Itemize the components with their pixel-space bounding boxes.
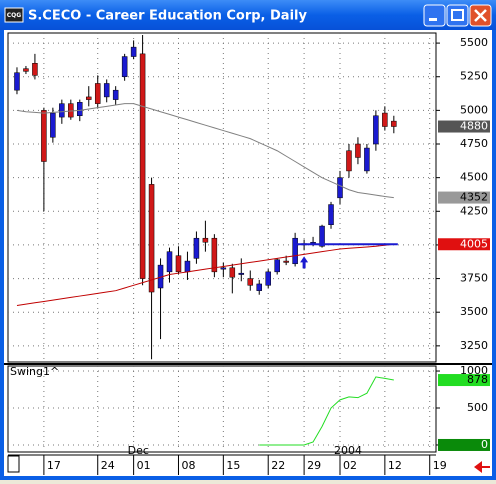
value-box: [438, 438, 490, 451]
candle-body: [202, 237, 209, 243]
candle-body: [319, 225, 325, 247]
x-tick-label: 01: [137, 459, 151, 472]
candle-body: [265, 271, 271, 286]
x-tick-label: 02: [343, 459, 357, 472]
moving-average: [16, 243, 394, 306]
y-tick-label: 5250: [460, 70, 488, 83]
candle-body: [121, 56, 128, 77]
y-tick-label: 4250: [460, 204, 488, 217]
x-tick-label: 24: [101, 459, 115, 472]
candle-body: [373, 115, 379, 145]
x-tick-label: 15: [226, 459, 240, 472]
ma-value-label: 4352: [460, 191, 488, 204]
y-tick-label: 3500: [460, 305, 488, 318]
candle-body: [50, 112, 56, 138]
signal-arrow: [300, 256, 309, 269]
candle-body: [328, 204, 334, 225]
candle-body: [238, 272, 245, 275]
y-tick-label: 1000: [460, 364, 488, 377]
ma-value-label: 4005: [460, 237, 488, 250]
price-pane: [7, 32, 437, 363]
candle-body: [68, 103, 74, 118]
y-tick-label: 4750: [460, 137, 488, 150]
candle-body: [382, 112, 388, 127]
y-tick-label: 5500: [460, 36, 488, 49]
candle-body: [130, 46, 137, 57]
x-tick-label: 17: [47, 459, 61, 472]
candle-body: [355, 143, 361, 158]
candle-body: [148, 184, 155, 293]
value-box: [438, 374, 490, 387]
candle-body: [139, 53, 146, 279]
y-tick-label: 0: [481, 438, 488, 451]
indicator-title: Swing1^: [10, 365, 59, 378]
value-box: [438, 191, 490, 204]
candle-body: [337, 177, 343, 199]
candle-body: [211, 237, 218, 273]
indicator-line: [259, 376, 394, 446]
x-tick-label: 08: [181, 459, 195, 472]
maximize-button[interactable]: [446, 4, 469, 27]
candle-body: [103, 83, 110, 98]
y-tick-label: 500: [467, 401, 488, 414]
y-tick-label: 3250: [460, 339, 488, 352]
app-icon: [4, 7, 24, 23]
x-annotation: Dec: [128, 444, 149, 457]
candle-body: [77, 102, 83, 117]
minimize-button[interactable]: [423, 4, 446, 27]
x-tick-label: 22: [271, 459, 285, 472]
candle-body: [112, 89, 119, 100]
candle-body: [14, 72, 20, 91]
candle-body: [346, 150, 352, 172]
indicator-pane: [7, 365, 437, 453]
candle-body: [23, 68, 29, 72]
candle-body: [59, 103, 65, 118]
candle-body: [256, 283, 262, 291]
candle-body: [364, 147, 370, 172]
candle-body: [193, 237, 200, 259]
candle-body: [32, 63, 38, 76]
scroll-arrow[interactable]: [474, 461, 490, 473]
close-button[interactable]: [469, 4, 492, 27]
title-bar: [0, 0, 496, 30]
y-tick-label: 5000: [460, 103, 488, 116]
scroll-box[interactable]: [7, 455, 20, 473]
candle-body: [41, 110, 47, 162]
candle-body: [175, 255, 182, 273]
candle-body: [391, 120, 397, 127]
candle-body: [220, 267, 227, 270]
x-tick-label: 19: [433, 459, 447, 472]
candle-body: [86, 96, 92, 100]
candle-body: [274, 259, 280, 273]
candle-body: [229, 267, 236, 278]
x-tick-label: 12: [388, 459, 402, 472]
candle-body: [166, 251, 173, 273]
app-icon-text: CQG: [7, 12, 22, 19]
last-price-label: 4880: [460, 120, 488, 133]
candle-body: [247, 278, 254, 286]
y-tick-label: 4500: [460, 171, 488, 184]
indicator-value-label: 878: [467, 373, 488, 386]
moving-average: [16, 103, 394, 199]
x-tick-label: 29: [307, 459, 321, 472]
window-title: S.CECO - Career Education Corp, Daily: [28, 9, 307, 24]
candle-body: [184, 260, 191, 273]
candle-body: [292, 237, 298, 265]
x-annotation: 2004: [334, 444, 362, 457]
value-box: [438, 120, 490, 133]
candle-body: [283, 260, 289, 263]
y-tick-label: 3750: [460, 272, 488, 285]
candle-body: [94, 83, 101, 104]
value-box: [438, 238, 490, 251]
